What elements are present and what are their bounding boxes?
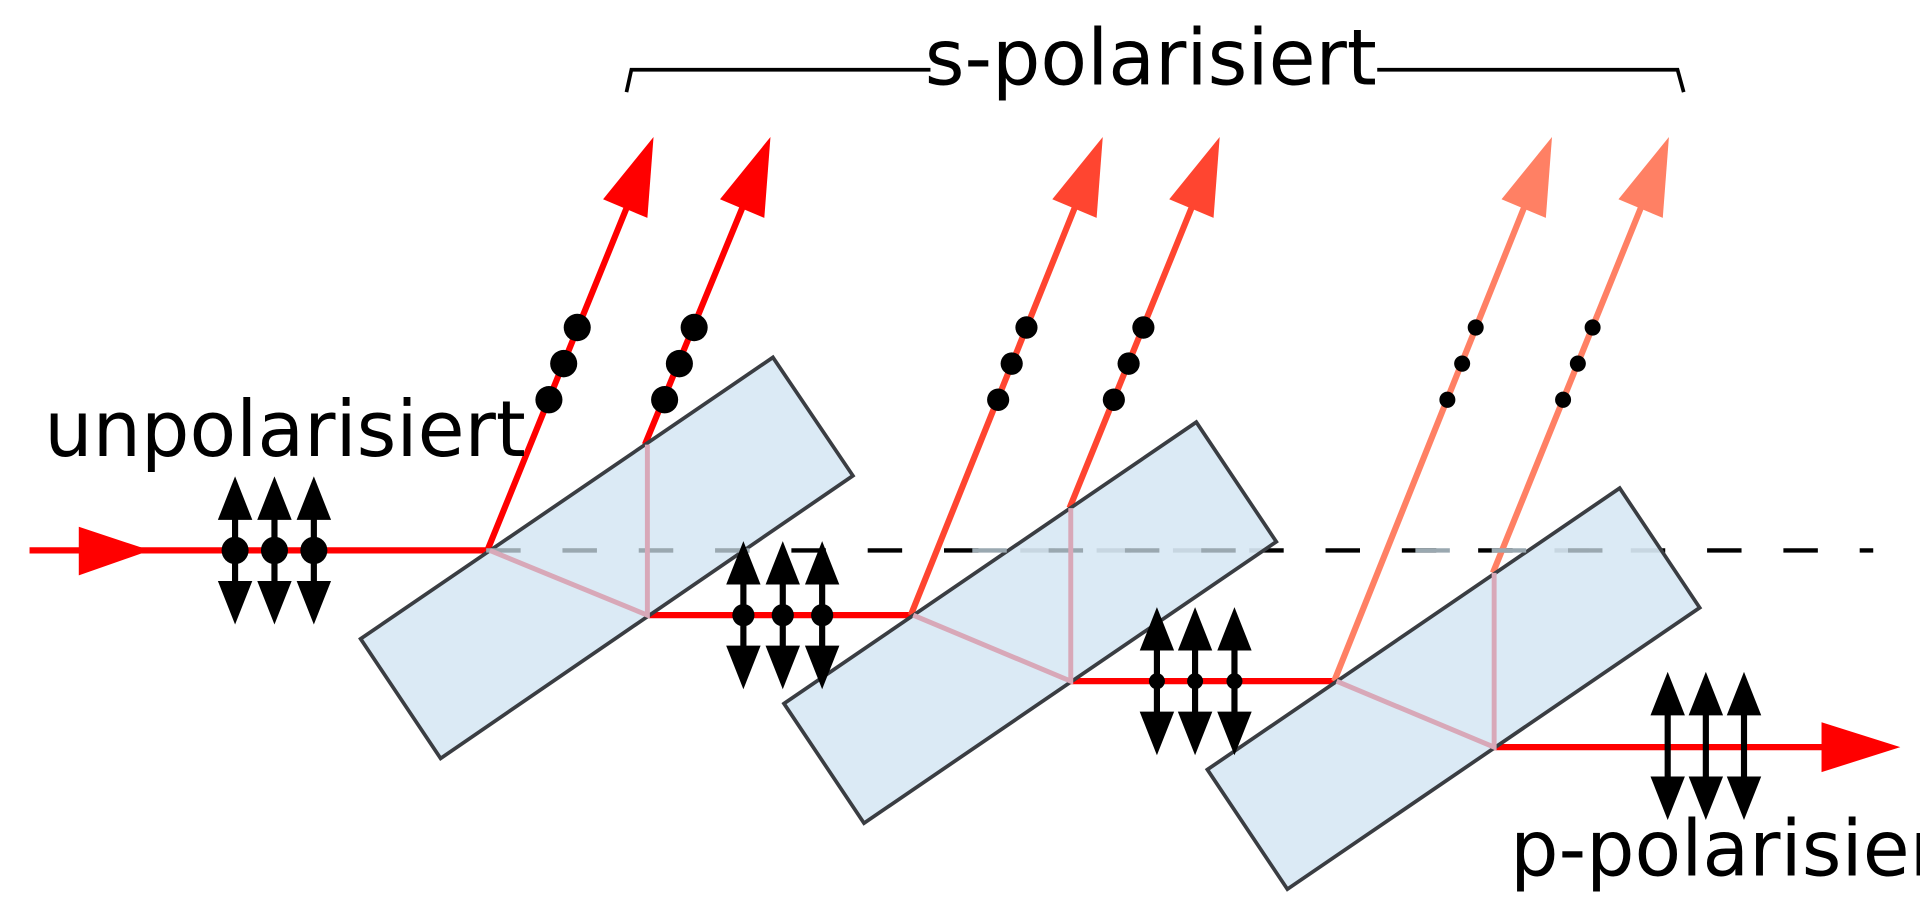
incident-arrowhead — [78, 526, 151, 576]
dot-icon — [1148, 673, 1165, 690]
glass-plate-2 — [781, 419, 1279, 826]
dot-icon — [680, 313, 708, 342]
s-polarization-markers — [535, 313, 1601, 414]
horizontal-beam-dots — [221, 536, 1243, 690]
s-polarized-bracket — [624, 67, 1686, 93]
label-unpolarized: unpolarisiert — [44, 385, 526, 475]
arrowhead-3a — [1501, 136, 1552, 218]
dot-icon — [535, 386, 563, 414]
dot-icon — [550, 349, 578, 378]
dot-icon — [665, 349, 693, 378]
reflected-beam-3b — [1490, 198, 1648, 575]
glass-plate-3 — [1204, 485, 1703, 892]
dot-icon — [1467, 319, 1484, 336]
label-p-polarized: p-polarisiert — [1510, 805, 1920, 895]
dot-icon — [1102, 388, 1125, 411]
arrowhead-2a — [1052, 136, 1103, 218]
dot-icon — [1015, 316, 1038, 339]
internal-ray-2 — [912, 508, 1074, 685]
dot-icon — [811, 603, 834, 627]
dot-icon — [1439, 391, 1456, 408]
dot-icon — [651, 386, 679, 414]
glass-plates — [358, 354, 1703, 892]
output-arrowhead — [1821, 722, 1901, 773]
label-s-polarized: s-polarisiert — [925, 14, 1377, 104]
dot-icon — [987, 388, 1010, 411]
reflected-arrowheads — [603, 136, 1669, 218]
dot-icon — [1226, 673, 1243, 690]
dot-icon — [1569, 355, 1586, 372]
internal-rays — [488, 444, 1497, 751]
arrowhead-1a — [603, 136, 654, 218]
dot-icon — [1584, 319, 1601, 336]
internal-ray-1 — [488, 444, 650, 619]
dot-icon — [1132, 316, 1155, 339]
dot-icon — [732, 603, 755, 627]
dot-icon — [771, 603, 794, 627]
dot-icon — [221, 536, 249, 565]
dot-icon — [1454, 355, 1471, 372]
arrowhead-3b — [1618, 136, 1669, 218]
dot-icon — [300, 536, 328, 565]
dot-icon — [563, 313, 591, 342]
dot-icon — [1555, 391, 1572, 408]
arrowhead-1b — [720, 136, 771, 218]
internal-ray-3 — [1335, 572, 1497, 751]
dot-icon — [1187, 673, 1204, 690]
glass-plate-1 — [358, 354, 856, 761]
dot-icon — [1117, 352, 1140, 375]
dot-icon — [1000, 352, 1023, 375]
dot-icon — [260, 536, 288, 565]
reflected-beam-3a — [1331, 198, 1531, 683]
arrowhead-2b — [1169, 136, 1220, 218]
